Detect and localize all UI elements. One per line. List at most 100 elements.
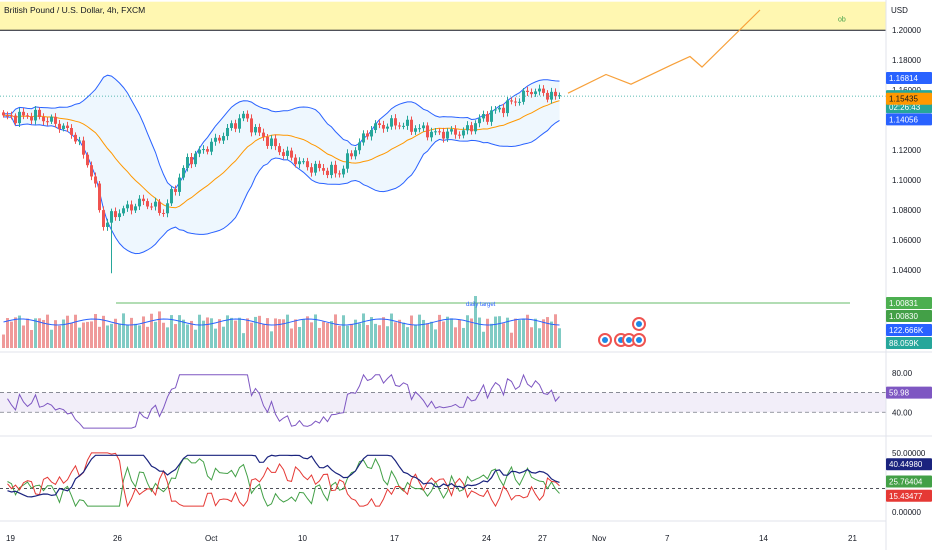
- volume-bar: [86, 321, 89, 348]
- time-axis[interactable]: 19 26 Oct 10 17 24 27 Nov 7 14 21: [6, 534, 857, 543]
- candle-body: [426, 125, 429, 138]
- adx-value-tag: 40.44980: [889, 460, 923, 469]
- event-flag-inner: [626, 337, 632, 343]
- candle-body: [342, 168, 345, 175]
- candle-body: [374, 123, 377, 131]
- volume-bar: [534, 318, 537, 348]
- candle-body: [26, 115, 29, 117]
- volume-bar: [46, 314, 49, 348]
- candle-body: [106, 222, 109, 227]
- candle-body: [298, 161, 301, 165]
- candle-body: [486, 114, 489, 122]
- candle-body: [170, 189, 173, 204]
- volume-bar: [18, 315, 21, 348]
- candle-body: [378, 123, 381, 125]
- candle-body: [422, 125, 425, 129]
- di-minus-value-tag-bg: [886, 489, 932, 502]
- volume-bar: [90, 321, 93, 348]
- volume-bar: [474, 296, 477, 348]
- price-axis-tick: 1.12000: [892, 146, 921, 155]
- basis-tag-bg: [886, 92, 932, 105]
- candle-body: [194, 153, 197, 165]
- candle-body: [154, 201, 157, 207]
- candle-body: [346, 153, 349, 169]
- price-pane: [0, 9, 886, 274]
- event-flag-inner: [636, 337, 642, 343]
- volume-bar: [498, 316, 501, 348]
- volume-bar: [122, 313, 125, 348]
- volume-bar: [442, 321, 445, 348]
- event-flag-inner: [636, 321, 642, 327]
- volume-bar: [310, 322, 313, 348]
- rsi-value-tag-bg: [886, 386, 932, 399]
- dmi-axis-tick: 50.00000: [892, 449, 926, 458]
- candle-body: [390, 118, 393, 127]
- candle-body: [270, 138, 273, 146]
- volume-bar: [246, 318, 249, 348]
- candle-body: [186, 157, 189, 168]
- volume-bar: [414, 325, 417, 348]
- time-axis-label: 26: [113, 534, 122, 543]
- volume-bar: [510, 332, 513, 348]
- candle-body: [462, 130, 465, 136]
- candle-body: [114, 211, 117, 218]
- candle-body: [502, 107, 505, 114]
- candle-body: [526, 90, 529, 92]
- candle-body: [242, 113, 245, 119]
- price-axis-tick: 1.06000: [892, 236, 921, 245]
- price-axis-tick: 1.20000: [892, 26, 921, 35]
- volume-bar: [418, 314, 421, 348]
- volume-bar: [526, 314, 529, 348]
- candle-body: [522, 90, 525, 102]
- volume-bar: [454, 327, 457, 348]
- volume-bar: [558, 328, 561, 348]
- candle-body: [434, 131, 437, 133]
- rsi-band-fill: [0, 392, 886, 413]
- volume-bar: [198, 314, 201, 348]
- target-tag-2: 1.00830: [889, 312, 918, 321]
- candle-body: [238, 118, 241, 129]
- candle-body: [314, 163, 317, 173]
- candle-body: [226, 127, 229, 137]
- rsi-pane: [0, 373, 886, 429]
- projection-path: [567, 9, 761, 94]
- candle-body: [350, 153, 353, 157]
- currency-label: USD: [891, 6, 908, 15]
- volume-bar: [446, 316, 449, 348]
- candle-body: [18, 111, 21, 124]
- volume-bar: [290, 328, 293, 348]
- volume-bar: [486, 318, 489, 348]
- candle-body: [174, 189, 177, 192]
- candle-body: [450, 129, 453, 132]
- lower-band-tag-bg: [886, 113, 932, 126]
- candle-body: [62, 125, 65, 129]
- volume-bar: [550, 321, 553, 348]
- economic-events[interactable]: [598, 317, 646, 347]
- volume-bar: [386, 326, 389, 348]
- volume-bar: [434, 329, 437, 348]
- volume-bar: [166, 327, 169, 348]
- volume-bar: [78, 327, 81, 348]
- candle-body: [90, 165, 93, 177]
- volume-bar: [274, 318, 277, 348]
- volume-bar: [542, 319, 545, 348]
- candle-body: [222, 136, 225, 141]
- volume-bar: [222, 326, 225, 348]
- candle-body: [406, 119, 409, 126]
- candle-body: [42, 116, 45, 122]
- candle-body: [182, 167, 185, 178]
- candle-body: [218, 137, 221, 141]
- candle-body: [30, 116, 33, 121]
- volume-bar: [346, 325, 349, 348]
- volume-bar: [378, 325, 381, 348]
- volume-bar: [482, 331, 485, 348]
- volume-bar: [14, 317, 17, 348]
- volume-bar: [330, 321, 333, 348]
- volume-bar: [402, 322, 405, 348]
- volume-bar: [186, 324, 189, 348]
- candle-body: [250, 118, 253, 133]
- di-minus-line: [7, 452, 560, 508]
- candle-body: [2, 112, 5, 116]
- candle-body: [550, 91, 553, 100]
